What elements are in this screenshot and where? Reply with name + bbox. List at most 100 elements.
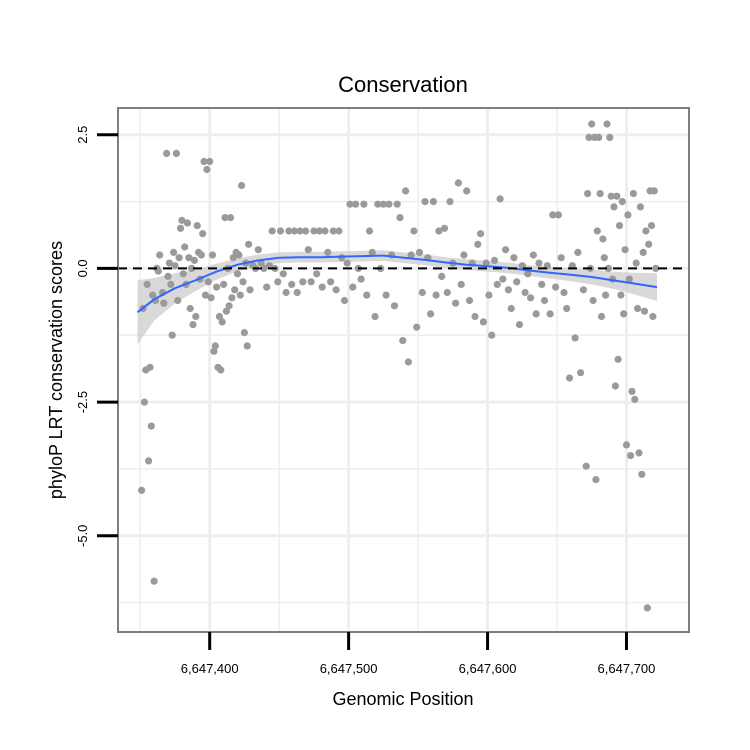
data-point xyxy=(499,275,507,283)
data-point xyxy=(215,312,223,321)
data-point xyxy=(614,355,622,363)
data-point xyxy=(170,248,178,256)
data-point xyxy=(597,312,606,321)
data-point xyxy=(393,200,401,208)
data-point xyxy=(146,363,154,371)
data-point xyxy=(446,198,454,206)
data-point xyxy=(324,248,332,256)
data-point xyxy=(186,304,194,313)
data-point xyxy=(321,227,329,235)
data-point xyxy=(563,304,571,313)
data-point xyxy=(188,264,196,272)
data-point xyxy=(168,331,176,339)
data-point xyxy=(636,203,645,211)
data-point xyxy=(490,256,499,264)
data-point xyxy=(611,382,620,390)
data-point xyxy=(457,280,465,288)
data-point xyxy=(399,337,407,345)
data-point xyxy=(229,254,237,262)
data-point xyxy=(647,222,656,230)
data-point xyxy=(628,387,636,395)
data-point xyxy=(243,342,251,350)
data-point xyxy=(213,283,221,291)
data-point xyxy=(510,254,518,262)
data-point xyxy=(452,299,460,307)
data-point xyxy=(199,230,207,238)
data-point xyxy=(282,288,290,297)
data-point xyxy=(218,318,226,326)
data-point xyxy=(415,248,424,256)
data-point xyxy=(175,254,183,262)
data-point xyxy=(260,264,268,272)
data-point xyxy=(604,264,613,272)
data-point xyxy=(638,470,646,478)
data-point xyxy=(432,291,440,299)
data-point xyxy=(477,230,485,238)
data-point xyxy=(299,278,307,286)
data-point xyxy=(650,187,658,195)
data-point xyxy=(221,214,229,222)
data-point xyxy=(189,321,197,329)
data-point xyxy=(226,214,235,222)
data-point xyxy=(645,240,653,248)
data-point xyxy=(496,195,504,203)
data-point xyxy=(357,275,365,283)
data-point xyxy=(288,280,296,288)
data-point xyxy=(332,286,340,294)
data-point xyxy=(178,216,186,224)
data-point xyxy=(613,192,621,200)
data-point xyxy=(507,304,515,313)
data-point xyxy=(474,240,482,248)
data-point xyxy=(565,374,574,382)
data-point xyxy=(602,291,610,299)
data-point xyxy=(268,227,276,235)
data-points-layer xyxy=(138,120,660,612)
chart-title: Conservation xyxy=(338,72,468,97)
data-point xyxy=(160,299,168,307)
data-point xyxy=(592,476,600,484)
data-point xyxy=(577,369,585,377)
data-point xyxy=(390,302,399,310)
data-point xyxy=(579,286,588,294)
data-point xyxy=(222,307,230,315)
data-point xyxy=(147,422,155,430)
data-point xyxy=(307,278,315,286)
data-point xyxy=(382,291,390,299)
data-point xyxy=(629,190,638,198)
plot-panel-frame xyxy=(117,107,690,633)
data-point xyxy=(206,157,214,166)
data-point xyxy=(236,291,244,299)
data-point xyxy=(427,310,435,318)
data-point xyxy=(588,120,596,128)
data-point xyxy=(440,224,449,232)
data-point xyxy=(410,227,418,235)
data-point xyxy=(482,259,490,267)
data-point xyxy=(338,254,346,262)
data-point xyxy=(365,227,374,235)
data-point xyxy=(502,246,510,254)
data-point xyxy=(183,219,192,227)
data-point xyxy=(635,449,643,457)
data-point xyxy=(172,149,180,157)
data-point xyxy=(145,457,153,465)
data-point xyxy=(652,264,660,272)
data-point xyxy=(640,307,649,315)
data-point xyxy=(228,294,236,302)
data-point xyxy=(454,179,462,187)
data-point xyxy=(396,214,404,222)
data-point xyxy=(304,246,312,254)
y-tick-label: -2.5 xyxy=(75,391,90,413)
data-point xyxy=(571,334,579,342)
data-point xyxy=(233,270,242,278)
data-point xyxy=(245,240,253,248)
smooth-curve-layer xyxy=(136,254,658,314)
data-point xyxy=(318,283,326,291)
data-point xyxy=(193,222,201,230)
data-point xyxy=(315,227,323,235)
data-point xyxy=(535,259,543,267)
data-point xyxy=(164,272,172,280)
data-point xyxy=(618,198,626,206)
data-point xyxy=(643,604,651,612)
